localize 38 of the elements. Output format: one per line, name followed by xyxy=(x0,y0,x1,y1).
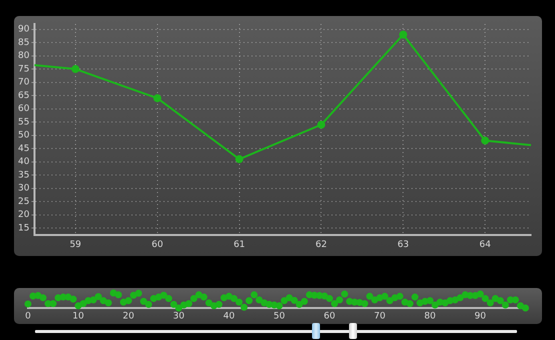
x-tick-label: 20 xyxy=(122,312,134,322)
y-tick-label: 90 xyxy=(18,24,30,35)
y-tick-label: 20 xyxy=(18,210,30,220)
y-tick-label: 65 xyxy=(18,90,30,101)
x-tick-label: 59 xyxy=(70,240,82,250)
x-tick-label: 0 xyxy=(25,312,32,322)
x-tick-label: 50 xyxy=(274,312,286,322)
x-tick-label: 10 xyxy=(72,312,84,322)
y-tick-label: 50 xyxy=(18,130,30,141)
point xyxy=(399,30,408,39)
y-tick-label: 35 xyxy=(18,170,30,180)
point xyxy=(481,136,490,145)
point xyxy=(235,155,244,164)
y-tick-label: 85 xyxy=(18,38,30,48)
y-tick-label: 80 xyxy=(18,51,30,62)
x-tick-label: 64 xyxy=(479,240,492,250)
point xyxy=(153,94,162,102)
point xyxy=(317,120,326,129)
y-tick-label: 55 xyxy=(18,117,30,128)
y-tick-label: 45 xyxy=(18,144,30,154)
x-tick-label: 63 xyxy=(397,240,409,250)
y-tick-label: 75 xyxy=(18,64,30,74)
x-tick-label: 62 xyxy=(316,240,327,250)
point xyxy=(71,65,80,74)
y-tick-label: 40 xyxy=(18,157,30,168)
y-tick-label: 60 xyxy=(18,104,30,114)
x-tick-label: 60 xyxy=(152,240,164,250)
x-tick-label: 30 xyxy=(173,312,185,322)
y-tick-label: 70 xyxy=(18,78,30,88)
y-tick-label: 25 xyxy=(18,196,30,207)
y-tick-label: 30 xyxy=(18,184,30,194)
y-tick-label: 15 xyxy=(18,223,30,234)
x-tick-label: 90 xyxy=(474,312,486,322)
x-tick-label: 60 xyxy=(324,312,336,322)
x-tick-label: 80 xyxy=(424,312,436,322)
x-tick-label: 61 xyxy=(234,240,246,250)
x-tick-label: 70 xyxy=(374,312,386,322)
x-tick-label: 40 xyxy=(223,312,236,322)
